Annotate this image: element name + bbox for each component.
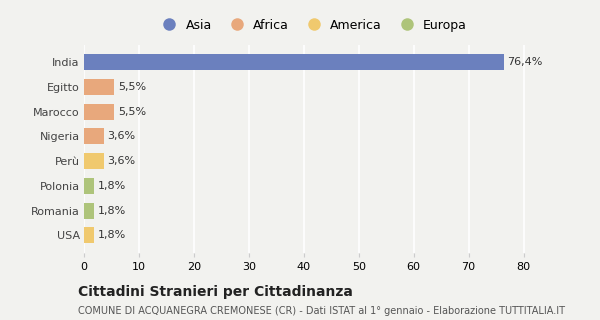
Text: COMUNE DI ACQUANEGRA CREMONESE (CR) - Dati ISTAT al 1° gennaio - Elaborazione TU: COMUNE DI ACQUANEGRA CREMONESE (CR) - Da… [78,306,565,316]
Text: 1,8%: 1,8% [98,205,126,216]
Bar [84,104,114,120]
Text: 76,4%: 76,4% [508,57,543,67]
Bar [84,227,94,243]
Bar [84,203,94,219]
Text: Cittadini Stranieri per Cittadinanza: Cittadini Stranieri per Cittadinanza [78,285,353,299]
Text: 5,5%: 5,5% [118,82,146,92]
Bar [84,178,94,194]
Text: 1,8%: 1,8% [98,181,126,191]
Bar [84,128,104,144]
Bar [84,79,114,95]
Text: 1,8%: 1,8% [98,230,126,240]
Bar [84,54,504,70]
Text: 3,6%: 3,6% [107,132,136,141]
Text: 3,6%: 3,6% [107,156,136,166]
Text: 5,5%: 5,5% [118,107,146,117]
Bar [84,153,104,169]
Legend: Asia, Africa, America, Europa: Asia, Africa, America, Europa [152,14,472,36]
